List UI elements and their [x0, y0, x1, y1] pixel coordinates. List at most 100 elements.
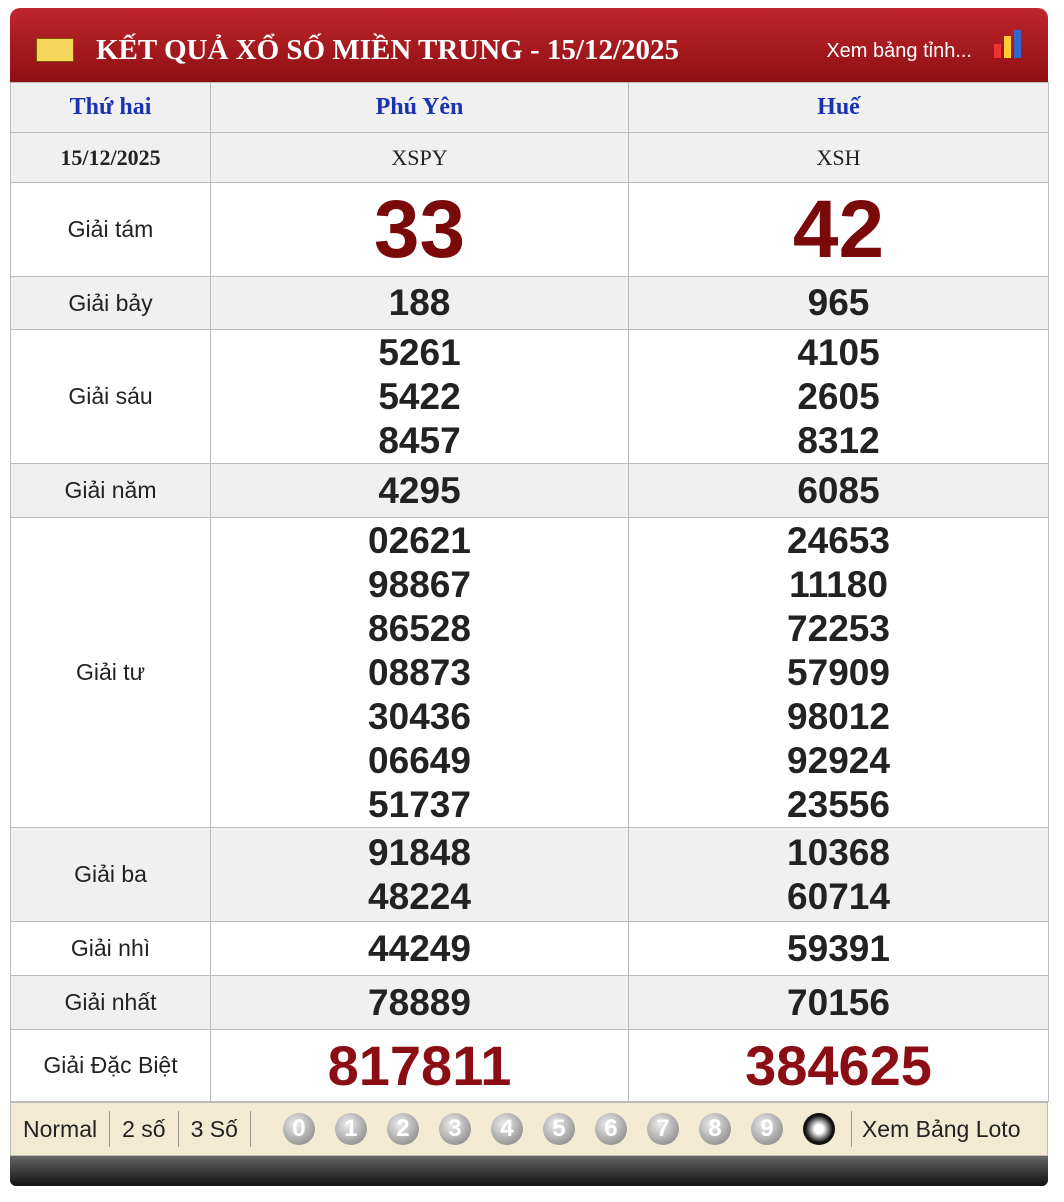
prize-number: 10368 — [787, 831, 890, 873]
prize-number: 188 — [388, 282, 451, 323]
prize-number: 2605 — [797, 375, 880, 417]
prize-label: Giải tám — [10, 182, 211, 277]
prize-label: Giải nhì — [10, 921, 211, 976]
prize-cell: 33 — [210, 182, 629, 277]
prize-row: Giải ba 91848 48224 10368 60714 — [10, 827, 1049, 922]
prize-cell: 42 — [628, 182, 1049, 277]
prize-number: 44249 — [368, 927, 471, 969]
prize-row: Giải nhất 78889 70156 — [10, 975, 1049, 1030]
envelope-icon — [36, 38, 74, 62]
prize-cell: 02621 98867 86528 08873 30436 06649 51737 — [210, 517, 629, 828]
prize-number: 4105 — [797, 331, 880, 373]
yin-yang-button[interactable] — [802, 1113, 835, 1145]
prize-cell: 59391 — [628, 921, 1049, 976]
mode-button[interactable]: 2 số — [110, 1111, 179, 1147]
prize-label: Giải năm — [10, 463, 211, 518]
prize-row: Giải tư 02621 98867 86528 08873 30436 06649 517… — [10, 517, 1049, 828]
prize-number: 72253 — [787, 607, 890, 649]
prize-label: Giải nhất — [10, 975, 211, 1030]
column-header: Phú Yên — [210, 82, 629, 133]
prize-cell: 188 — [210, 276, 629, 330]
prize-row: Giải tám 33 42 — [10, 182, 1049, 277]
prize-cell: 10368 60714 — [628, 827, 1049, 922]
prize-number: 965 — [807, 282, 870, 323]
prize-label: Giải bảy — [10, 276, 211, 330]
prize-cell: 70156 — [628, 975, 1049, 1030]
digit-button[interactable]: 7 — [646, 1113, 679, 1145]
digit-button[interactable]: 5 — [542, 1113, 575, 1145]
prize-number: 86528 — [368, 607, 471, 649]
prize-number: 4295 — [378, 469, 461, 511]
prize-number: 91848 — [368, 831, 471, 873]
prize-number: 02621 — [368, 519, 471, 561]
prize-number: 8457 — [378, 419, 461, 461]
prize-number: 384625 — [745, 1033, 932, 1097]
digit-button[interactable]: 6 — [594, 1113, 627, 1145]
digit-button[interactable]: 9 — [750, 1113, 783, 1145]
results-widget: KẾT QUẢ XỔ SỐ MIỀN TRUNG - 15/12/2025 Xe… — [10, 8, 1049, 1186]
prize-row: Giải năm 4295 6085 — [10, 463, 1049, 518]
prize-number: 51737 — [368, 783, 471, 825]
prize-number: 78889 — [368, 981, 471, 1023]
prize-cell: 78889 — [210, 975, 629, 1030]
prize-number: 33 — [373, 183, 466, 275]
subheader-cell: XSPY — [210, 132, 629, 183]
prize-number: 06649 — [368, 739, 471, 781]
prize-number: 30436 — [368, 695, 471, 737]
prize-number: 11180 — [789, 563, 888, 605]
prize-number: 817811 — [327, 1033, 512, 1097]
prize-number: 08873 — [368, 651, 471, 693]
subheader-cell: 15/12/2025 — [10, 132, 211, 183]
title: KẾT QUẢ XỔ SỐ MIỀN TRUNG - 15/12/2025 — [96, 34, 680, 66]
prize-row: Giải Đặc Biệt 817811 384625 — [10, 1029, 1049, 1102]
prize-number: 57909 — [787, 651, 890, 693]
results-table: Thứ hai Phú Yên Huế 15/12/2025 XSPY XSH Giải t… — [10, 82, 1049, 1102]
prize-number: 5422 — [378, 375, 461, 417]
digit-button[interactable]: 1 — [334, 1113, 367, 1145]
prize-number: 98867 — [368, 563, 471, 605]
prize-number: 5261 — [378, 331, 461, 373]
mode-button[interactable]: Normal — [11, 1111, 111, 1147]
prize-label: Giải tư — [10, 517, 211, 828]
prize-number: 8312 — [797, 419, 880, 461]
prize-number: 23556 — [787, 783, 890, 825]
prize-number: 59391 — [787, 927, 890, 969]
column-header: Huế — [628, 82, 1049, 133]
prize-cell: 965 — [628, 276, 1049, 330]
prize-cell: 44249 — [210, 921, 629, 976]
header: KẾT QUẢ XỔ SỐ MIỀN TRUNG - 15/12/2025 Xe… — [10, 8, 1048, 82]
prize-row: Giải bảy 188 965 — [10, 276, 1049, 330]
prize-cell: 4105 2605 8312 — [628, 329, 1049, 464]
header-row: Thứ hai Phú Yên Huế — [10, 82, 1049, 133]
prize-number: 98012 — [787, 695, 890, 737]
prize-number: 24653 — [787, 519, 890, 561]
subheader-row: 15/12/2025 XSPY XSH — [10, 132, 1049, 183]
province-link[interactable]: Xem bảng tỉnh... — [826, 40, 972, 62]
prize-row: Giải sáu 5261 5422 8457 4105 2605 8312 — [10, 329, 1049, 464]
digit-button[interactable]: 4 — [490, 1113, 523, 1145]
digit-button[interactable]: 2 — [386, 1113, 419, 1145]
prize-label: Giải ba — [10, 827, 211, 922]
prize-label: Giải sáu — [10, 329, 211, 464]
prize-cell: 91848 48224 — [210, 827, 629, 922]
digit-button[interactable]: 3 — [438, 1113, 471, 1145]
prize-number: 92924 — [787, 739, 890, 781]
subheader-cell: XSH — [628, 132, 1049, 183]
loto-link[interactable]: Xem Bảng Loto — [850, 1111, 1021, 1147]
prize-cell: 24653 11180 72253 57909 98012 92924 23556 — [628, 517, 1049, 828]
digit-button[interactable]: 0 — [282, 1113, 315, 1145]
prize-cell: 817811 — [210, 1029, 629, 1102]
prize-label: Giải Đặc Biệt — [10, 1029, 211, 1102]
prize-number: 42 — [792, 183, 885, 275]
prize-number: 48224 — [368, 875, 471, 917]
prize-number: 60714 — [787, 875, 890, 917]
prize-number: 6085 — [797, 469, 880, 511]
chart-icon — [994, 30, 1021, 58]
prize-cell: 4295 — [210, 463, 629, 518]
column-header: Thứ hai — [10, 82, 211, 133]
mode-button[interactable]: 3 Số — [179, 1111, 251, 1147]
prize-number: 70156 — [787, 981, 890, 1023]
prize-cell: 6085 — [628, 463, 1049, 518]
prize-cell: 384625 — [628, 1029, 1049, 1102]
digit-button[interactable]: 8 — [698, 1113, 731, 1145]
